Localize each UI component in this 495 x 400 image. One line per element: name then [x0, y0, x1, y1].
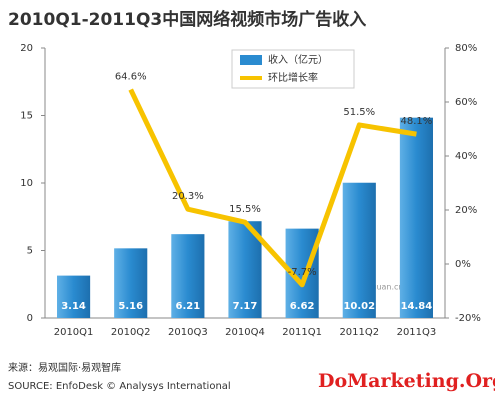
bar: [114, 248, 148, 318]
legend-label: 收入（亿元）: [268, 53, 328, 66]
bar-value-label: 14.84: [401, 301, 433, 312]
x-tick-label: 2011Q1: [282, 327, 322, 338]
bar-value-label: 7.17: [233, 301, 258, 312]
y2-tick-label: -20%: [455, 313, 481, 324]
line-value-label: 20.3%: [172, 191, 204, 202]
line-value-label: -7.7%: [288, 267, 317, 278]
x-tick-label: 2011Q3: [397, 327, 437, 338]
bar: [399, 117, 433, 318]
bar: [342, 182, 376, 318]
y2-tick-label: 80%: [455, 43, 477, 54]
y2-tick-label: 20%: [455, 205, 477, 216]
y-tick-label: 5: [27, 246, 33, 257]
bar-value-label: 6.62: [290, 301, 315, 312]
line-value-label: 64.6%: [115, 72, 147, 83]
x-tick-label: 2010Q4: [225, 327, 265, 338]
legend-swatch: [240, 55, 262, 65]
x-tick-label: 2010Q1: [54, 327, 94, 338]
line-value-label: 15.5%: [229, 204, 261, 215]
bar: [171, 234, 205, 318]
x-tick-label: 2010Q3: [168, 327, 208, 338]
line-value-label: 48.1%: [401, 116, 433, 127]
y-tick-label: 15: [20, 111, 33, 122]
y2-tick-label: 40%: [455, 151, 477, 162]
source: 来源：易观国际·易观智库: [8, 361, 121, 374]
y-tick-label: 10: [20, 178, 33, 189]
bar-value-label: 5.16: [118, 301, 143, 312]
y-tick-label: 20: [20, 43, 33, 54]
line-value-label: 51.5%: [343, 107, 375, 118]
y-tick-label: 0: [27, 313, 33, 324]
y2-tick-label: 0%: [455, 259, 471, 270]
y2-tick-label: 60%: [455, 97, 477, 108]
source-en: SOURCE: EnfoDesk © Analysys Internationa…: [8, 381, 231, 392]
bar-value-label: 10.02: [343, 301, 375, 312]
watermark: DoMarketing.Org: [318, 370, 495, 392]
line: [128, 88, 417, 288]
x-tick-label: 2011Q2: [339, 327, 379, 338]
x-tick-label: 2010Q2: [111, 327, 151, 338]
bar: [57, 275, 91, 318]
chart-title: 2010Q1-2011Q3中国网络视频市场广告收入: [8, 9, 366, 30]
bar-value-label: 3.14: [61, 301, 86, 312]
bar-value-label: 6.21: [176, 301, 201, 312]
legend-label: 环比增长率: [268, 71, 318, 84]
